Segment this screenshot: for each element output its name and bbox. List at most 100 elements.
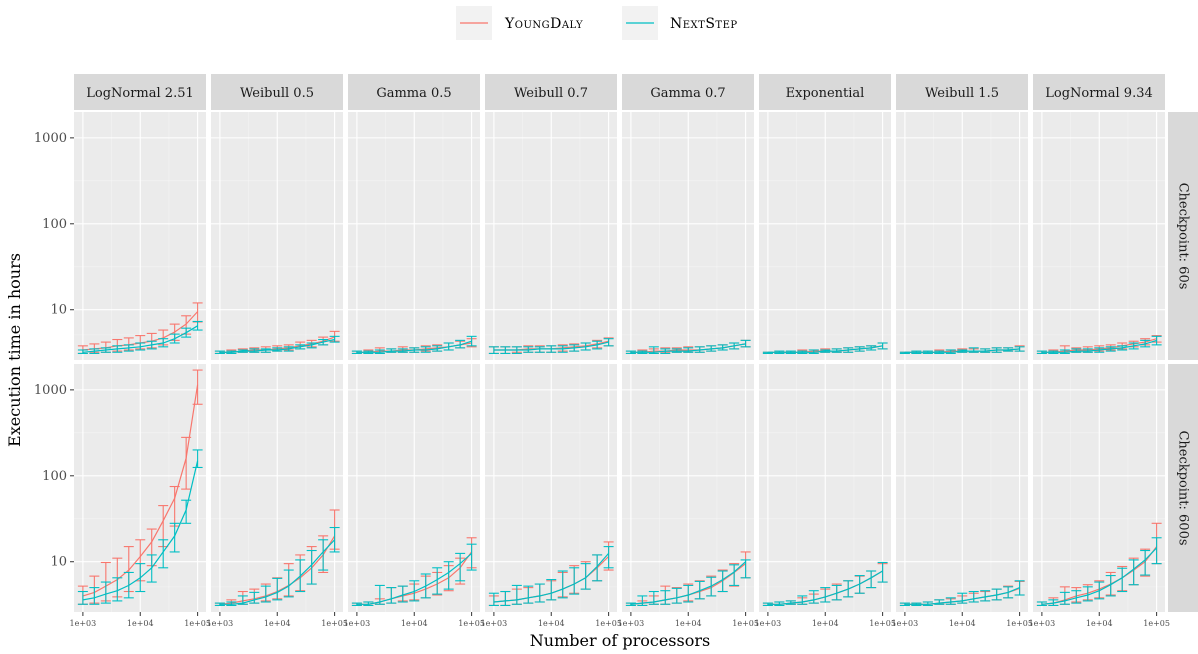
error-bar: [820, 349, 831, 353]
error-bar: [89, 348, 100, 354]
error-bar: [991, 347, 1002, 353]
x-tick-label: 1e+04: [127, 619, 154, 628]
error-bar: [683, 347, 694, 353]
error-bar: [785, 350, 796, 354]
column-strip-exponential: Exponential: [759, 74, 891, 110]
error-bar: [625, 350, 636, 354]
error-bar: [158, 338, 169, 348]
panel-exponential-checkpoint-600s: [759, 364, 891, 612]
error-bar: [592, 340, 603, 350]
x-tick-label: 1e+03: [207, 619, 234, 628]
error-bar: [911, 350, 922, 354]
error-bar: [797, 595, 808, 605]
x-tick-label: 1e+04: [401, 619, 428, 628]
error-bar: [295, 559, 306, 593]
error-bar: [100, 347, 111, 353]
error-bar: [181, 327, 192, 338]
error-bar: [374, 584, 385, 605]
error-bar: [1140, 549, 1151, 576]
series-nextstep: [351, 543, 477, 606]
error-bar: [295, 344, 306, 350]
error-bar: [455, 552, 466, 582]
strip-bg: [1168, 112, 1198, 360]
error-bar: [797, 350, 808, 354]
error-bar: [569, 567, 580, 595]
error-bar: [169, 333, 180, 344]
strip-bg: [896, 74, 1028, 110]
error-bar: [226, 350, 237, 354]
panel-weibull-1-5-checkpoint-60s: [896, 112, 1028, 360]
error-bar: [192, 320, 203, 331]
panel-data-lognormal-9-34-checkpoint-600s: [1036, 522, 1162, 606]
error-bar: [717, 570, 728, 593]
error-bar: [785, 600, 796, 605]
panel-lognormal-9-34-checkpoint-60s: [1033, 112, 1165, 360]
x-tick-label: 1e+04: [675, 619, 702, 628]
row-strip-label: Checkpoint: 60s: [1176, 183, 1191, 290]
error-bar: [77, 349, 88, 354]
y-tick-label: 1000: [34, 383, 67, 398]
error-bar: [569, 344, 580, 352]
error-bar: [899, 602, 910, 606]
error-bar: [351, 350, 362, 354]
error-bar: [363, 350, 374, 354]
error-bar: [1117, 345, 1128, 351]
panel-exponential-checkpoint-60s: [759, 112, 891, 360]
error-bar: [181, 499, 192, 524]
x-tick-label: 1e+05: [458, 619, 485, 628]
error-bar: [1094, 347, 1105, 353]
error-bar: [660, 590, 671, 605]
x-tick-label: 1e+05: [184, 619, 211, 628]
strip-bg: [211, 74, 343, 110]
error-bar: [112, 577, 123, 602]
series-nextstep: [488, 546, 614, 606]
error-bar: [329, 526, 340, 553]
error-bar: [146, 554, 157, 583]
error-bar: [420, 346, 431, 353]
error-bar: [831, 584, 842, 601]
error-bar: [717, 344, 728, 351]
panel-data-lognormal-2-51-checkpoint-60s: [77, 302, 203, 354]
error-bar: [260, 348, 271, 353]
error-bar: [1082, 586, 1093, 602]
series-nextstep: [77, 449, 203, 605]
panel-data-weibull-0-7-checkpoint-60s: [488, 337, 614, 354]
error-bar: [488, 346, 499, 354]
series-nextstep: [214, 526, 340, 606]
error-bar: [409, 580, 420, 602]
error-bar: [1094, 581, 1105, 600]
error-bar: [854, 346, 865, 352]
panel-gamma-0-5-checkpoint-60s: [348, 112, 480, 360]
error-bar: [603, 546, 614, 569]
error-bar: [980, 590, 991, 602]
x-tick-label: 1e+03: [618, 619, 645, 628]
legend: YoungDaly NextStep: [456, 6, 737, 40]
error-bar: [1048, 350, 1059, 354]
panel-data-weibull-0-5-checkpoint-600s: [214, 509, 340, 606]
column-strip-weibull-1-5: Weibull 1.5: [896, 74, 1028, 110]
panels: [74, 112, 1165, 612]
strip-bg: [1168, 364, 1198, 612]
error-bar: [488, 592, 499, 606]
column-strip-gamma-0-5: Gamma 0.5: [348, 74, 480, 110]
panel-data-lognormal-9-34-checkpoint-60s: [1036, 335, 1162, 354]
y-tick-label: 10: [50, 555, 67, 570]
strip-bg: [348, 74, 480, 110]
error-bar: [386, 587, 397, 604]
error-bar: [968, 347, 979, 353]
x-tick-label: 1e+03: [1029, 619, 1056, 628]
error-bar: [557, 570, 568, 599]
column-strip-label: Gamma 0.5: [376, 86, 451, 101]
column-strip-label: Weibull 0.7: [514, 86, 588, 101]
error-bar: [1003, 586, 1014, 599]
error-bar: [123, 571, 134, 599]
error-bar: [192, 449, 203, 469]
column-strip-label: LogNormal 9.34: [1045, 86, 1153, 101]
x-tick-label: 1e+03: [344, 619, 371, 628]
error-bar: [774, 601, 785, 606]
series-nextstep: [762, 342, 888, 354]
error-bar: [625, 602, 636, 606]
column-strip-gamma-0-7: Gamma 0.7: [622, 74, 754, 110]
error-bar: [1082, 348, 1093, 353]
series-nextstep: [625, 559, 751, 606]
